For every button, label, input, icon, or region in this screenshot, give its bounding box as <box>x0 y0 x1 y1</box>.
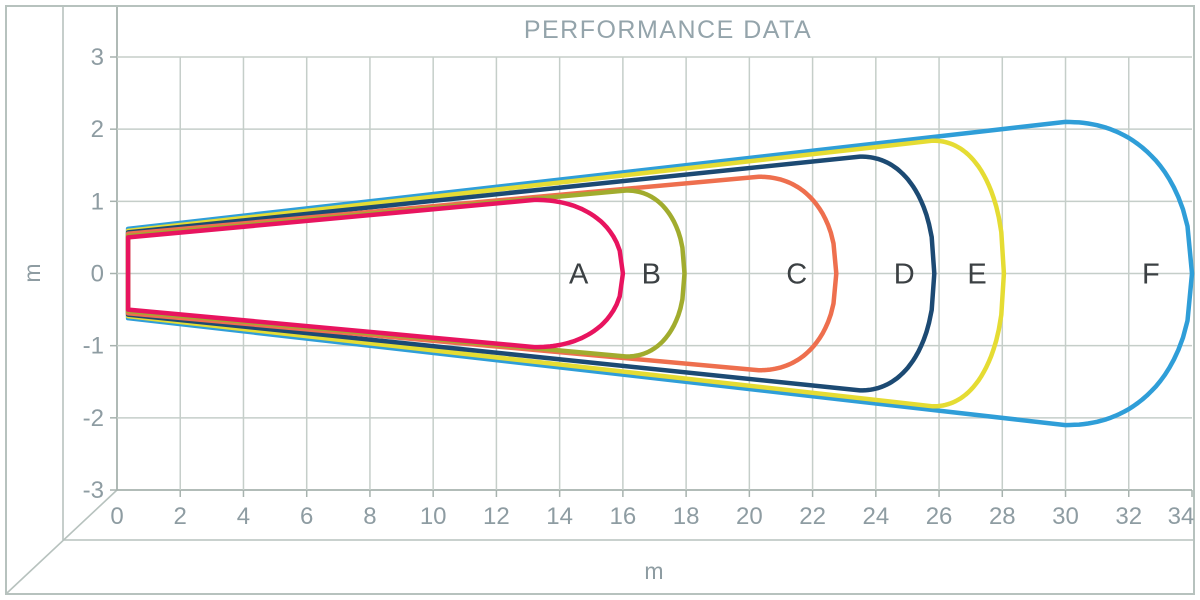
y-tick-label--3: -3 <box>83 477 104 504</box>
y-tick-label--1: -1 <box>83 333 104 360</box>
x-tick-label-16: 16 <box>610 503 637 530</box>
x-tick-label-20: 20 <box>736 503 763 530</box>
curve-label-D: D <box>894 259 915 291</box>
x-tick-label-28: 28 <box>989 503 1016 530</box>
tick-labels: 0 2 4 6 8 10 12 14 16 18 20 22 24 26 28 30 32 343210-1-2-… <box>83 44 1195 530</box>
curve-label-F: F <box>1142 259 1160 291</box>
chart-frame <box>5 5 1195 595</box>
x-tick-label-26: 26 <box>926 503 953 530</box>
performance-curves <box>125 119 1195 428</box>
chart-title: PERFORMANCE DATA <box>524 16 812 44</box>
x-tick-label-30: 30 <box>1052 503 1079 530</box>
x-tick-label-4: 4 <box>237 503 250 530</box>
x-tick-label-10: 10 <box>420 503 447 530</box>
perspective-diagonal <box>6 489 118 594</box>
x-tick-label-2: 2 <box>174 503 187 530</box>
curve-F <box>125 119 1195 428</box>
y-tick-label-1: 1 <box>91 188 104 215</box>
curve-C <box>125 174 839 373</box>
curve-D <box>125 154 937 393</box>
x-tick-label-8: 8 <box>363 503 376 530</box>
y-axis-unit-label: m <box>19 263 45 282</box>
x-tick-label-18: 18 <box>673 503 700 530</box>
y-tick-label-0: 0 <box>91 261 104 288</box>
x-tick-label-34: 34 <box>1168 503 1195 530</box>
x-tick-label-12: 12 <box>483 503 510 530</box>
curve-label-B: B <box>642 259 661 291</box>
curve-E <box>125 138 1007 409</box>
y-tick-label-2: 2 <box>91 116 104 143</box>
curve-labels: A B C D E F <box>569 259 1160 291</box>
x-tick-label-14: 14 <box>546 503 573 530</box>
x-tick-label-6: 6 <box>300 503 313 530</box>
curve-label-A: A <box>569 259 589 291</box>
y-tick-label-3: 3 <box>91 44 104 71</box>
curve-B <box>125 188 687 359</box>
y-tick-label--2: -2 <box>83 405 104 432</box>
outer-border <box>5 5 1195 595</box>
x-tick-label-24: 24 <box>862 503 889 530</box>
x-tick-label-22: 22 <box>799 503 826 530</box>
curve-label-E: E <box>967 259 986 291</box>
x-tick-label-32: 32 <box>1115 503 1142 530</box>
x-axis-unit-label: m <box>644 558 663 584</box>
tick-marks <box>110 56 1193 497</box>
curve-label-C: C <box>786 259 807 291</box>
x-tick-label-0: 0 <box>110 503 123 530</box>
curve-A <box>125 197 626 350</box>
